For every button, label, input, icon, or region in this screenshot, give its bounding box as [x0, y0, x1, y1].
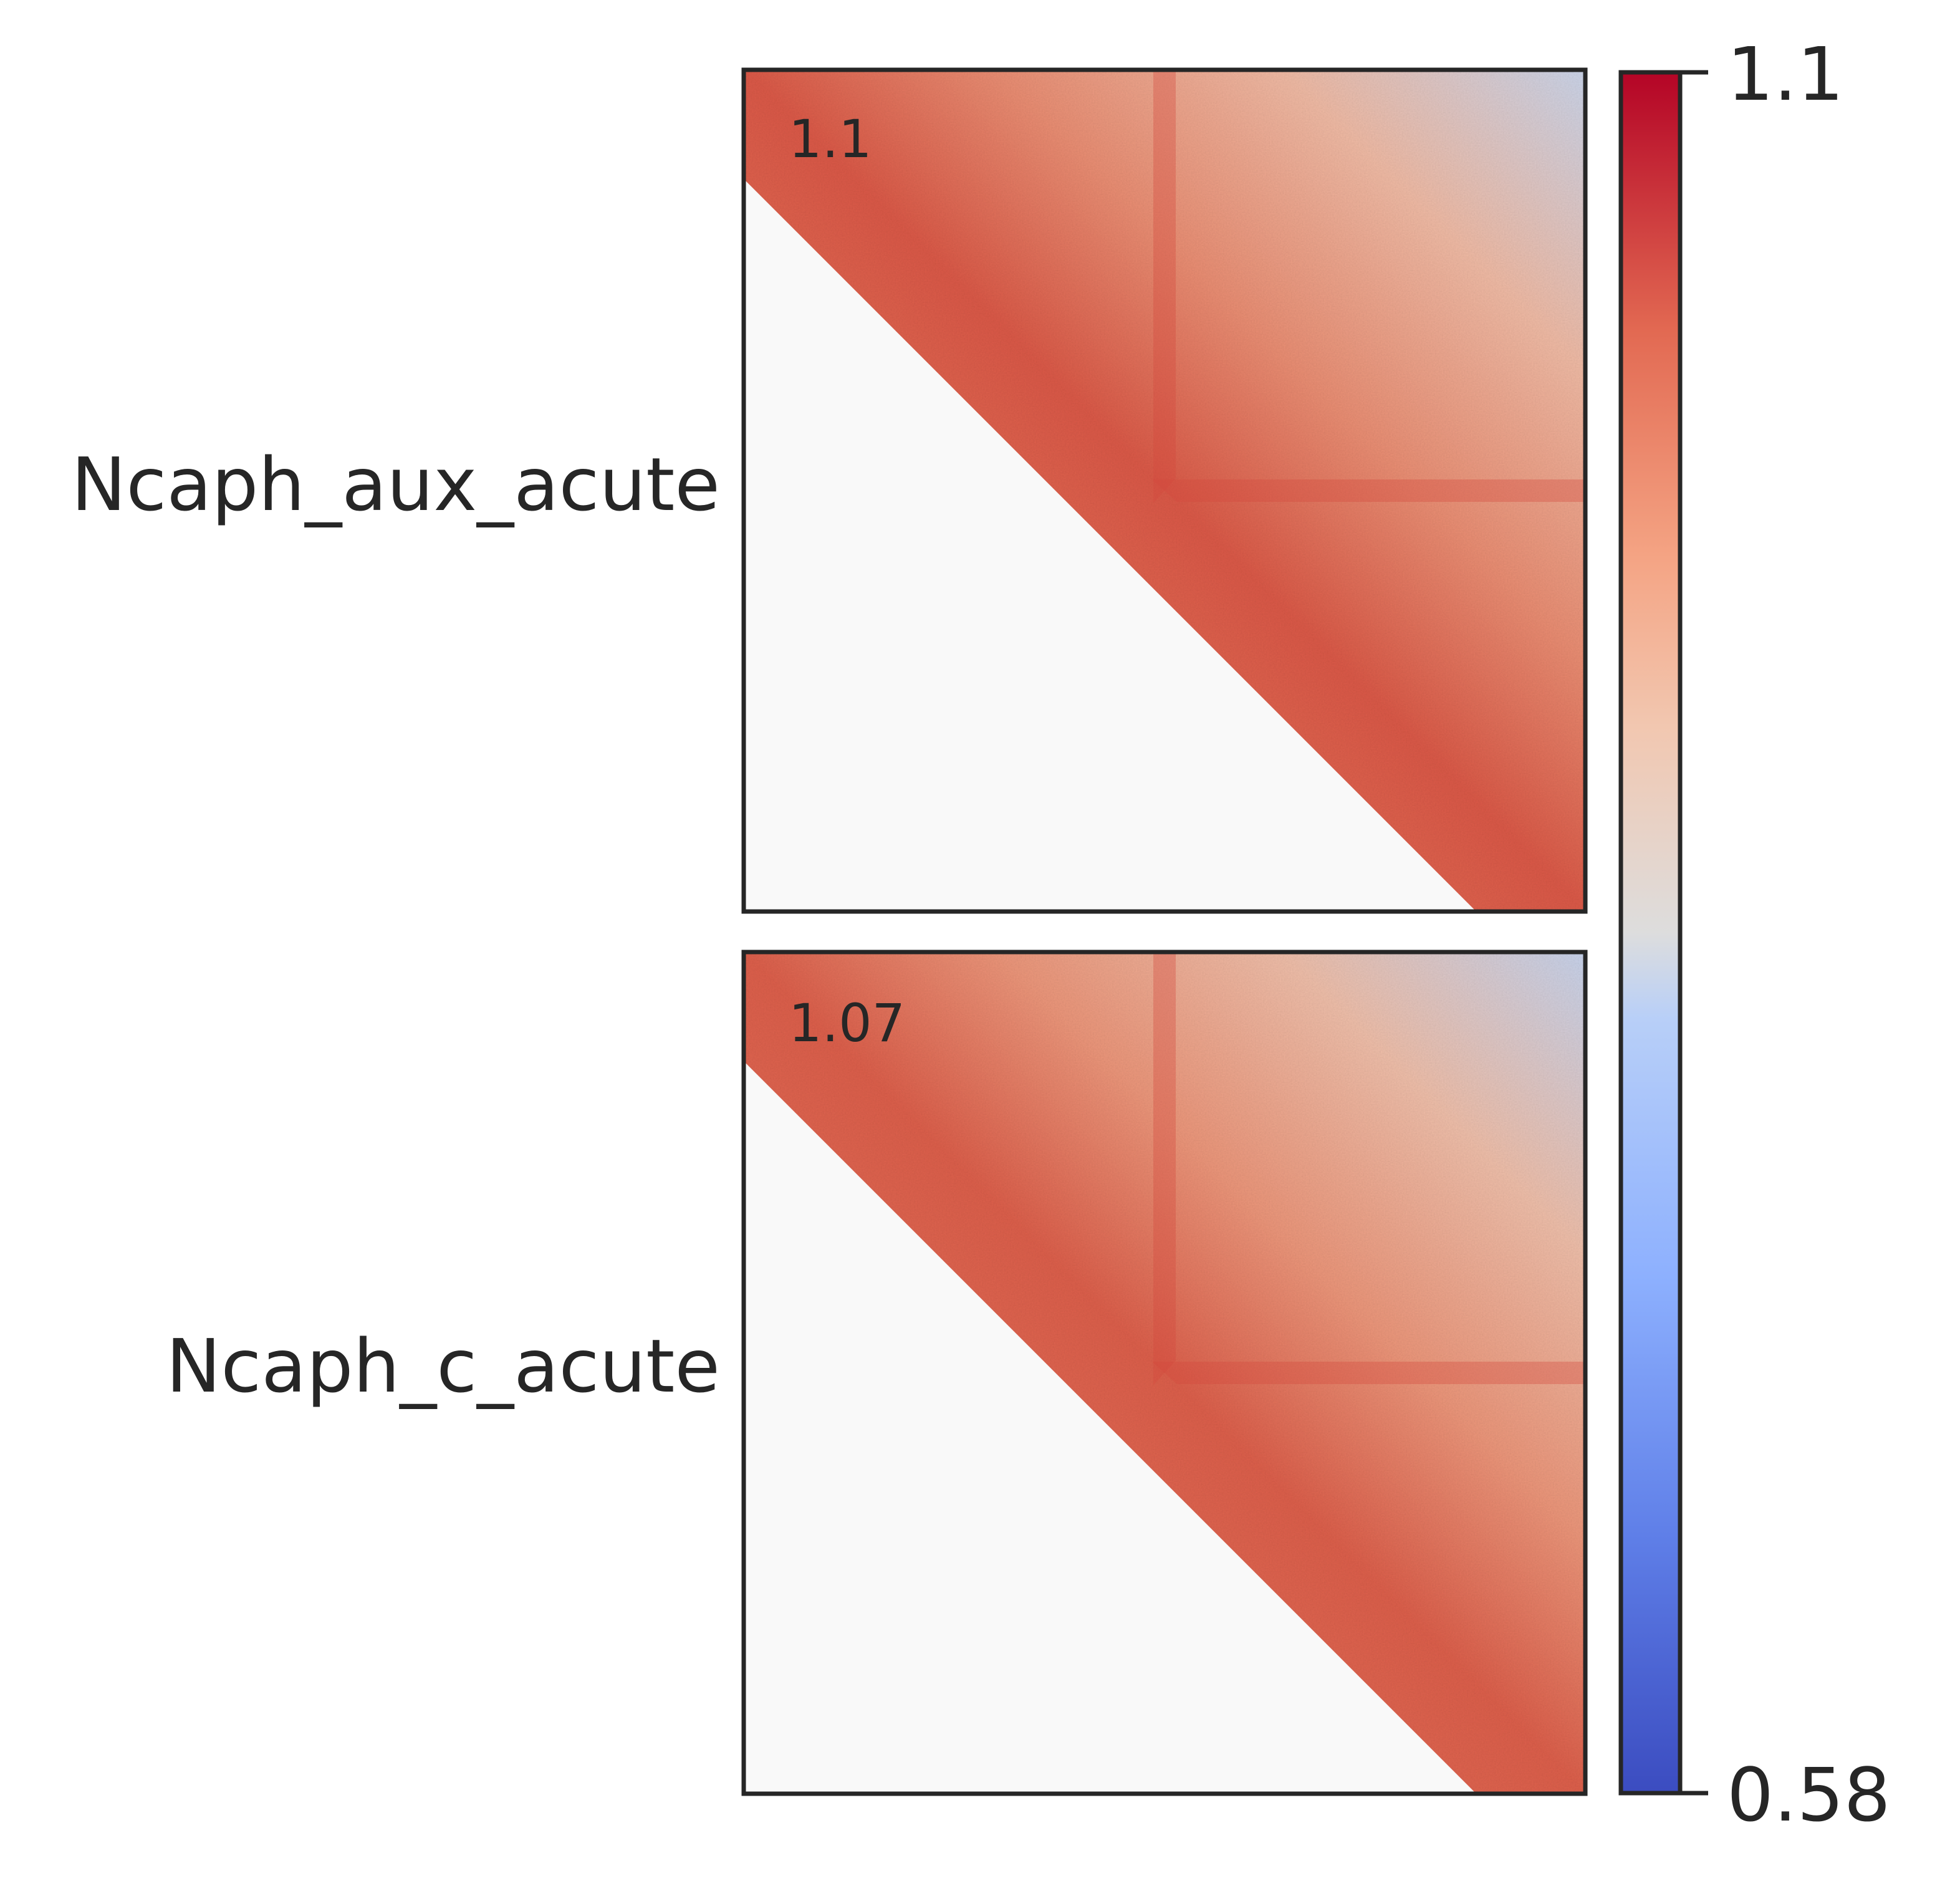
panel-frame — [741, 950, 1588, 1796]
colorbar-tick-label-max: 1.1 — [1727, 31, 1844, 117]
colorbar-tick-label-min: 0.58 — [1727, 1752, 1891, 1838]
colorbar: 1.1 0.58 — [1618, 31, 1891, 1838]
boundary-stripe-horizontal — [1152, 479, 1585, 502]
heatmap-panel: 1.07 Ncaph_c_acute — [166, 950, 1588, 1796]
contact-map-upper-triangle — [744, 952, 1585, 1794]
panel-corner-value: 1.1 — [789, 108, 872, 170]
panel-corner-value: 1.07 — [789, 993, 905, 1054]
boundary-stripe-vertical — [1153, 952, 1176, 1385]
heatmap-panel: 1.1 Ncaph_aux_acute — [71, 67, 1588, 914]
boundary-stripe-vertical — [1153, 70, 1176, 503]
panel-frame — [741, 67, 1588, 914]
contact-map-upper-triangle — [744, 70, 1585, 912]
panel-row-label: Ncaph_aux_acute — [71, 441, 720, 527]
colorbar-frame — [1618, 70, 1683, 1796]
boundary-stripe-horizontal — [1152, 1362, 1585, 1384]
panel-row-label: Ncaph_c_acute — [166, 1323, 720, 1409]
colorbar-gradient — [1621, 72, 1680, 1793]
